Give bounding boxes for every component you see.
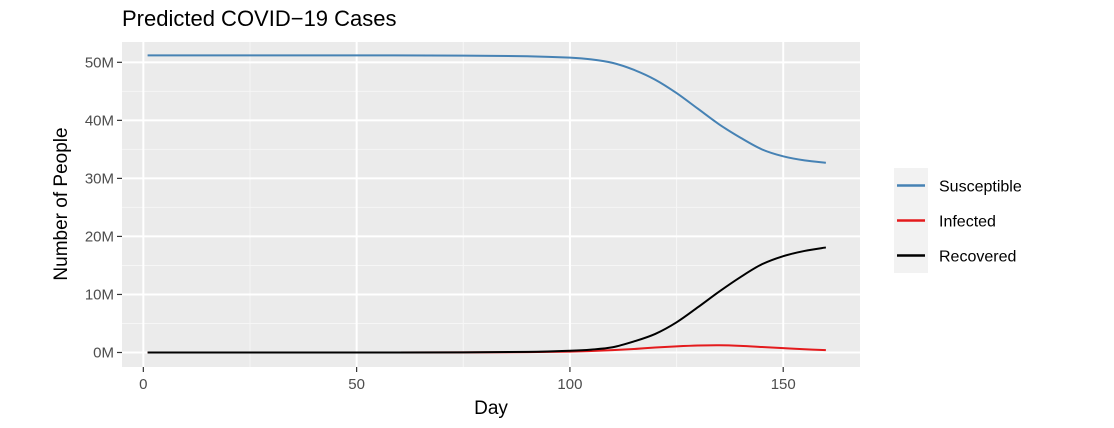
y-tick-label: 40M [85,112,114,129]
plot-panel [122,42,860,367]
legend-label-infected: Infected [939,214,996,231]
legend-label-susceptible: Susceptible [939,179,1022,196]
series-lines [147,54,827,354]
y-tick-label: 10M [85,286,114,303]
y-axis-title: Number of People [51,127,72,280]
x-axis: 0 50 100 150 [139,367,796,393]
y-tick-label: 30M [85,170,114,187]
x-tick-label: 50 [348,376,365,393]
x-tick-label: 150 [771,376,796,393]
x-axis-title: Day [474,398,508,419]
y-tick-label: 0M [93,344,114,361]
grid-minor-lines [122,42,860,367]
y-tick-label: 20M [85,228,114,245]
series-line-recovered [147,246,827,354]
series-line-susceptible [147,54,826,164]
legend: Susceptible Infected Recovered [894,168,1022,273]
y-tick-label: 50M [85,54,114,71]
y-axis: 0M 10M 20M 30M 40M 50M [85,54,122,361]
legend-label-recovered: Recovered [939,249,1016,266]
x-tick-label: 100 [557,376,582,393]
chart-title: Predicted COVID−19 Cases [122,6,397,31]
x-tick-label: 0 [139,376,147,393]
